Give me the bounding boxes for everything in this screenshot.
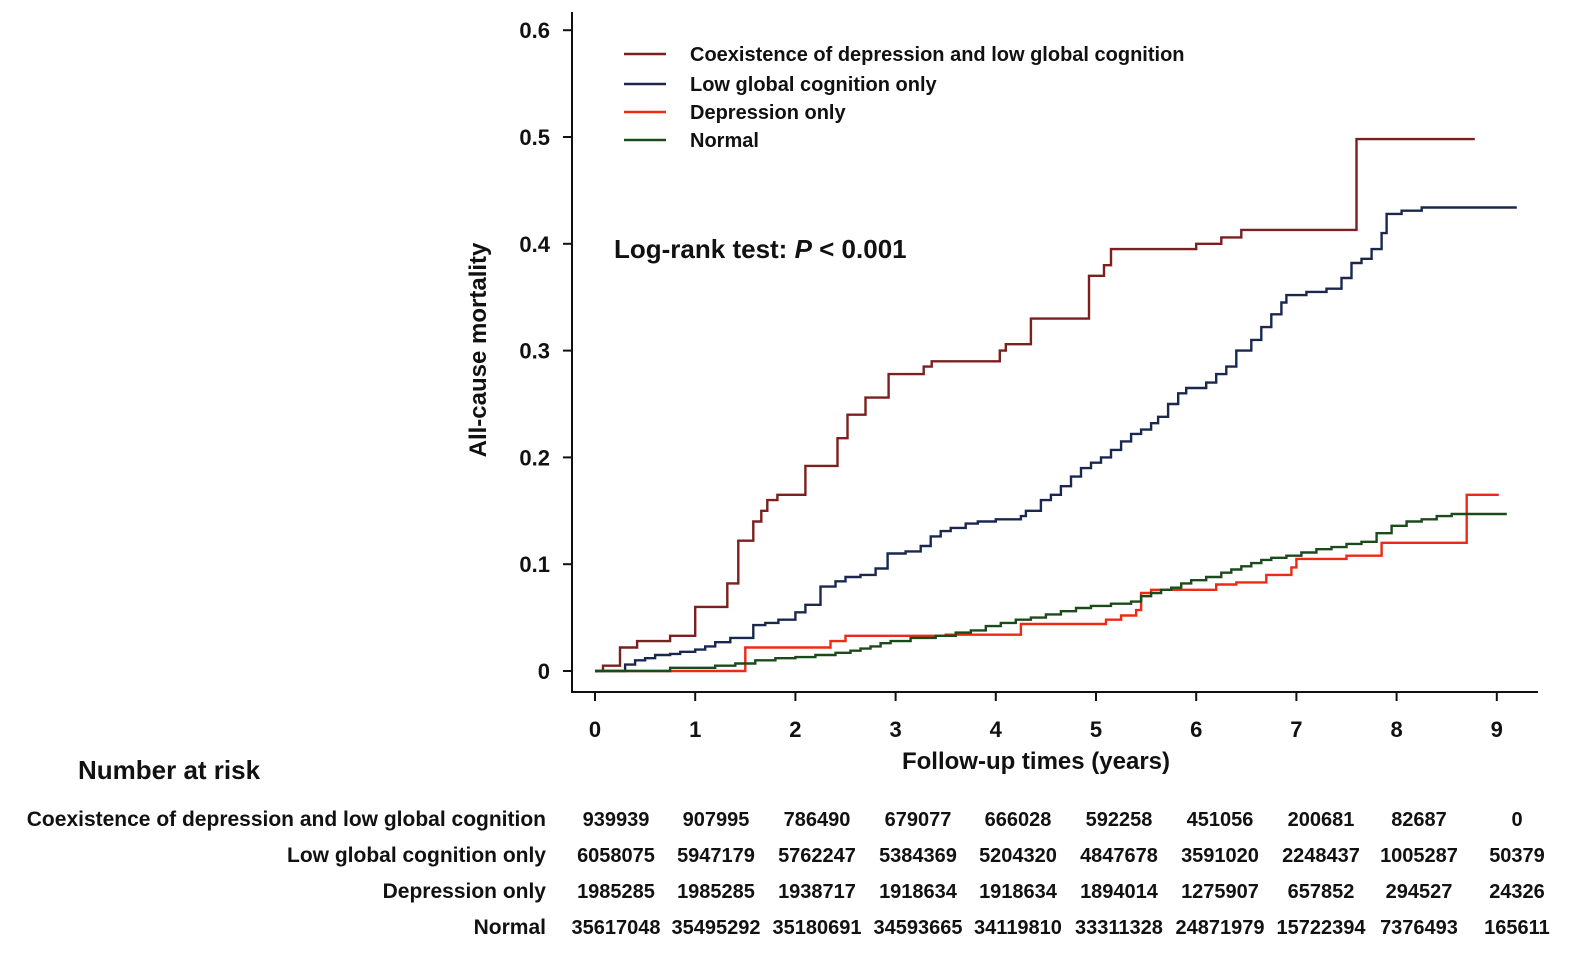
y-tick-label: 0.4: [519, 232, 550, 257]
y-tick-label: 0.5: [519, 125, 550, 150]
risk-cell: 679077: [885, 809, 952, 831]
risk-cell: 1894014: [1080, 881, 1159, 903]
risk-row-label: Depression only: [383, 880, 547, 903]
risk-cell: 165611: [1484, 917, 1550, 939]
x-tick-label: 7: [1290, 717, 1302, 742]
risk-cell: 24326: [1489, 881, 1545, 903]
survival-curves: [595, 137, 1517, 673]
risk-cell: 3591020: [1181, 845, 1259, 867]
x-tick-label: 5: [1090, 717, 1102, 742]
log-rank-annotation: Log-rank test: P < 0.001: [614, 234, 907, 264]
risk-cell: 82687: [1391, 809, 1447, 831]
risk-cell: 1985285: [577, 881, 655, 903]
risk-cell: 35495292: [672, 917, 761, 939]
risk-cell: 657852: [1288, 881, 1355, 903]
risk-cell: 1275907: [1181, 881, 1259, 903]
risk-cell: 1985285: [677, 881, 755, 903]
x-tick-label: 1: [689, 717, 701, 742]
curve-low-global-cognition-only: [595, 206, 1517, 673]
legend: Coexistence of depression and low global…: [624, 44, 1185, 152]
risk-table-title: Number at risk: [78, 755, 261, 785]
number-at-risk-table: Number at risk Coexistence of depression…: [27, 755, 1550, 939]
x-tick-label: 3: [889, 717, 901, 742]
risk-cell: 907995: [683, 809, 750, 831]
risk-cell: 592258: [1086, 809, 1153, 831]
risk-cell: 1938717: [778, 881, 856, 903]
risk-cell: 34119810: [974, 917, 1062, 939]
axes: 0 0.1 0.2 0.3 0.4 0.5 0.6 0 1 2 3 4 5 6 7 8 9: [519, 12, 1538, 742]
risk-cell: 34593665: [874, 917, 963, 939]
risk-cell: 1918634: [879, 881, 958, 903]
risk-cell: 35617048: [572, 917, 661, 939]
risk-cell: 294527: [1386, 881, 1453, 903]
x-axis-title: Follow-up times (years): [902, 748, 1170, 775]
y-tick-label: 0.1: [519, 552, 550, 577]
risk-row-label: Coexistence of depression and low global…: [27, 808, 546, 831]
y-tick-label: 0.3: [519, 339, 550, 364]
risk-cell: 666028: [985, 809, 1052, 831]
risk-cell: 2248437: [1282, 845, 1360, 867]
x-tick-label: 0: [589, 717, 601, 742]
legend-label: Depression only: [690, 102, 846, 124]
curve-normal: [595, 512, 1507, 673]
curve-coexistence-of-depression-and-low-global-cognition: [595, 137, 1475, 673]
risk-cell: 33311328: [1075, 917, 1163, 939]
risk-cell: 5384369: [879, 845, 957, 867]
legend-label: Normal: [690, 130, 759, 152]
risk-cell: 1918634: [979, 881, 1058, 903]
x-tick-label: 8: [1390, 717, 1402, 742]
y-axis-title: All-cause mortality: [465, 242, 492, 457]
risk-cell: 939939: [583, 809, 650, 831]
risk-cell: 5204320: [979, 845, 1057, 867]
risk-cell: 50379: [1489, 845, 1545, 867]
x-tick-label: 4: [990, 717, 1003, 742]
risk-cell: 0: [1511, 809, 1522, 831]
risk-cell: 6058075: [577, 845, 655, 867]
risk-cell: 15722394: [1277, 917, 1367, 939]
legend-label: Low global cognition only: [690, 74, 938, 96]
y-tick-label: 0: [538, 659, 550, 684]
x-tick-label: 2: [789, 717, 801, 742]
risk-cell: 200681: [1288, 809, 1355, 831]
risk-cell: 24871979: [1176, 917, 1265, 939]
y-tick-label: 0.6: [519, 18, 550, 43]
risk-cell: 786490: [784, 809, 851, 831]
curve-depression-only: [595, 493, 1499, 673]
risk-cell: 4847678: [1080, 845, 1158, 867]
x-tick-label: 9: [1491, 717, 1503, 742]
risk-cell: 1005287: [1380, 845, 1458, 867]
x-tick-label: 6: [1190, 717, 1202, 742]
risk-cell: 451056: [1187, 809, 1254, 831]
risk-row-label: Normal: [474, 916, 546, 939]
legend-label: Coexistence of depression and low global…: [690, 44, 1185, 66]
risk-cell: 5947179: [677, 845, 755, 867]
risk-cell: 5762247: [778, 845, 856, 867]
y-tick-label: 0.2: [519, 445, 550, 470]
risk-cell: 7376493: [1380, 917, 1458, 939]
risk-row-label: Low global cognition only: [287, 844, 546, 867]
risk-cell: 35180691: [773, 917, 862, 939]
